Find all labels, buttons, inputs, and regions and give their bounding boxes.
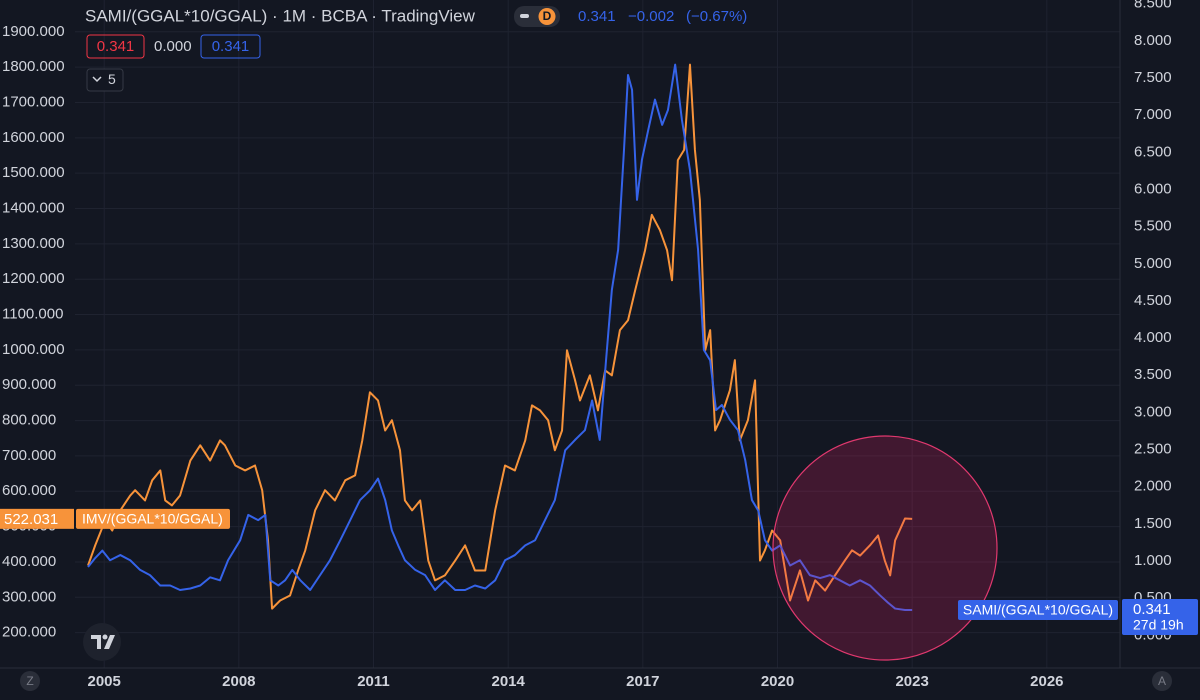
y2-tick-label: 2.500 bbox=[1134, 441, 1172, 458]
x-tick-label: 2005 bbox=[87, 673, 120, 690]
indicators-toggle[interactable]: 5 bbox=[86, 68, 124, 92]
indicator-count: 5 bbox=[108, 71, 116, 87]
y2-tick-label: 4.000 bbox=[1134, 329, 1172, 346]
last-value: 522.031 bbox=[4, 511, 58, 528]
x-tick-label: 2014 bbox=[491, 673, 525, 690]
series-line bbox=[87, 63, 913, 612]
badge-text: D bbox=[543, 9, 552, 23]
x-tick-label: 2026 bbox=[1030, 673, 1063, 690]
y2-tick-label: 1.500 bbox=[1134, 515, 1172, 532]
y2-tick-label: 1.000 bbox=[1134, 552, 1172, 569]
y-tick-label: 1300.000 bbox=[2, 235, 65, 252]
value-blue: 0.341 bbox=[212, 38, 250, 55]
y-tick-label: 900.000 bbox=[2, 376, 56, 393]
x-tick-label: 2023 bbox=[895, 673, 928, 690]
y-tick-label: 1400.000 bbox=[2, 199, 65, 216]
y2-tick-label: 5.500 bbox=[1134, 218, 1172, 235]
y-tick-label: 1200.000 bbox=[2, 270, 65, 287]
y2-tick-label: 6.000 bbox=[1134, 180, 1172, 197]
countdown: 27d 19h bbox=[1133, 617, 1184, 633]
chart-title: SAMI/(GGAL*10/GGAL) · 1M · BCBA · Tradin… bbox=[85, 6, 476, 25]
y-tick-label: 800.000 bbox=[2, 412, 56, 429]
y2-tick-label: 7.500 bbox=[1134, 69, 1172, 86]
value-box bbox=[200, 34, 261, 59]
tv-logo bbox=[83, 623, 121, 661]
y2-tick-label: 8.500 bbox=[1134, 0, 1172, 12]
y2-tick-label: 3.000 bbox=[1134, 403, 1172, 420]
button-a[interactable]: A bbox=[1152, 671, 1172, 691]
y2-tick-label: 5.000 bbox=[1134, 255, 1172, 272]
y-tick-label: 400.000 bbox=[2, 553, 56, 570]
y-tick-label: 300.000 bbox=[2, 588, 56, 605]
y2-tick-label: 4.500 bbox=[1134, 292, 1172, 309]
y-tick-label: 1800.000 bbox=[2, 58, 65, 75]
plot bbox=[87, 63, 913, 612]
value-box bbox=[86, 34, 145, 59]
highlight-circle bbox=[772, 435, 998, 661]
series-name-tag bbox=[76, 508, 230, 529]
button-label: Z bbox=[26, 674, 33, 688]
y2-tick-label: 3.500 bbox=[1134, 366, 1172, 383]
y-tick-label: 200.000 bbox=[2, 624, 56, 641]
y2-tick-label: 7.000 bbox=[1134, 106, 1172, 123]
last-value-tag bbox=[0, 508, 74, 529]
series-name: IMV/(GGAL*10/GGAL) bbox=[82, 511, 223, 527]
y-tick-label: 1100.000 bbox=[2, 306, 63, 323]
last-value-tag bbox=[1122, 598, 1198, 635]
interval-badge[interactable]: D bbox=[514, 6, 560, 27]
y-tick-label: 1500.000 bbox=[2, 164, 65, 181]
value-red: 0.341 bbox=[97, 38, 135, 55]
y-tick-label: 600.000 bbox=[2, 482, 56, 499]
x-tick-label: 2020 bbox=[761, 673, 794, 690]
value-white: 0.000 bbox=[154, 38, 192, 55]
change-pct: (−0.67%) bbox=[686, 8, 747, 25]
grid bbox=[75, 0, 1120, 668]
y2-tick-label: 8.000 bbox=[1134, 32, 1172, 49]
x-tick-label: 2011 bbox=[357, 673, 390, 690]
series-name: SAMI/(GGAL*10/GGAL) bbox=[963, 602, 1113, 618]
x-tick-label: 2017 bbox=[626, 673, 659, 690]
series-name-tag bbox=[958, 599, 1118, 620]
y2-tick-label: 6.500 bbox=[1134, 143, 1172, 160]
y-tick-label: 1000.000 bbox=[2, 341, 65, 358]
last-value: 0.341 bbox=[1133, 601, 1171, 618]
change: −0.002 bbox=[628, 8, 674, 25]
button-label: A bbox=[1158, 674, 1166, 688]
y-tick-label: 1700.000 bbox=[2, 93, 65, 110]
last-value: 0.341 bbox=[578, 8, 616, 25]
button-z[interactable]: Z bbox=[20, 671, 40, 691]
y-tick-label: 1600.000 bbox=[2, 129, 65, 146]
y2-tick-label: 2.000 bbox=[1134, 478, 1172, 495]
y-tick-label: 700.000 bbox=[2, 447, 56, 464]
y-tick-label: 1900.000 bbox=[2, 23, 65, 40]
x-tick-label: 2008 bbox=[222, 673, 255, 690]
